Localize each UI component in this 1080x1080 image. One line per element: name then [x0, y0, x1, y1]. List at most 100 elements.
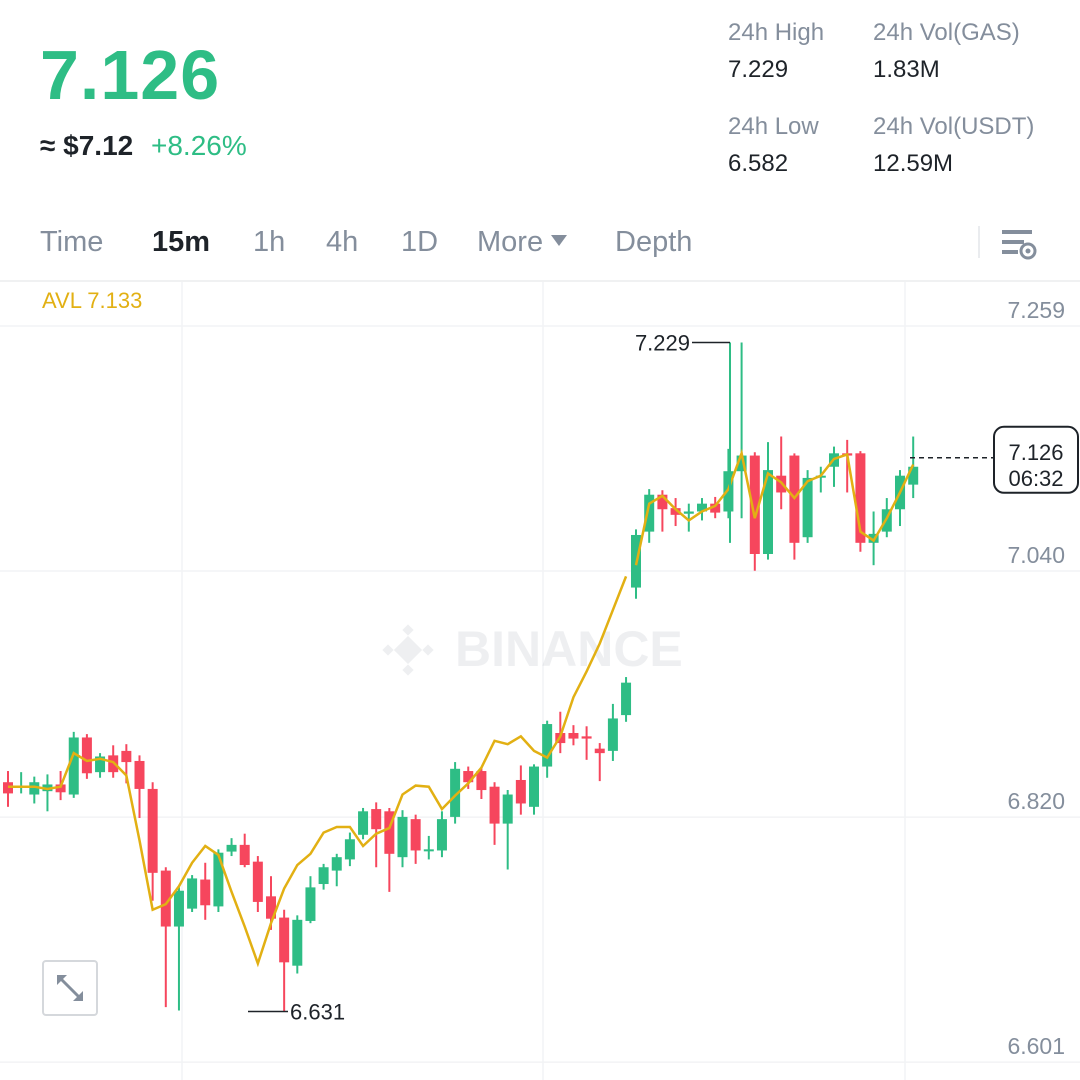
- candle-body: [55, 784, 66, 793]
- tab-4h[interactable]: 4h: [326, 226, 359, 258]
- candle: [226, 838, 237, 857]
- candle-body: [239, 844, 250, 866]
- candle-body: [423, 849, 434, 852]
- tabs-separator: [978, 226, 980, 258]
- watermark-text: BINANCE: [455, 621, 683, 677]
- y-tick-label: 7.040: [1007, 542, 1065, 568]
- candle-body: [736, 455, 747, 472]
- candle: [502, 790, 513, 870]
- last-price: 7.126: [40, 36, 221, 114]
- tab-1d[interactable]: 1D: [401, 226, 439, 258]
- candle-body: [305, 887, 316, 921]
- candle: [568, 725, 579, 746]
- candle: [16, 772, 27, 794]
- candle-body: [670, 508, 681, 515]
- candle-body: [683, 511, 694, 514]
- y-tick-label: 7.259: [1007, 297, 1065, 323]
- candle-body: [331, 857, 342, 871]
- candle-body: [723, 471, 734, 512]
- stat-value: 7.229: [728, 56, 789, 83]
- candle: [358, 807, 369, 840]
- stat-label: 24h High: [728, 19, 825, 46]
- stat-label: 24h Vol(GAS): [873, 19, 1020, 46]
- candle: [789, 453, 800, 560]
- candle-body: [397, 816, 408, 858]
- low-marker-label: 6.631: [290, 1000, 345, 1025]
- candle: [542, 720, 553, 778]
- candle: [670, 498, 681, 527]
- candle-body: [173, 890, 184, 927]
- candle-body: [855, 453, 866, 543]
- candle: [279, 909, 290, 1012]
- interval-tabs: Time 15m 1h 4h 1D More Depth: [0, 216, 1080, 272]
- candle-body: [450, 768, 461, 817]
- candle-body: [279, 917, 290, 963]
- candle: [331, 853, 342, 887]
- candle: [855, 451, 866, 552]
- candle-body: [581, 736, 592, 739]
- candle: [436, 811, 447, 858]
- tab-1h[interactable]: 1h: [253, 226, 286, 258]
- candle: [81, 734, 92, 779]
- candle: [763, 442, 773, 560]
- candle: [252, 856, 263, 912]
- candle-body: [568, 732, 579, 739]
- candle: [450, 762, 461, 824]
- avl-indicator-label: AVL 7.133: [42, 288, 143, 313]
- candle: [384, 807, 395, 892]
- candle: [173, 887, 184, 1011]
- candle: [213, 849, 224, 912]
- candle: [723, 448, 734, 519]
- candle-body: [147, 788, 158, 873]
- candle-body: [594, 748, 605, 754]
- fullscreen-button[interactable]: [42, 960, 98, 1016]
- candle: [200, 862, 211, 920]
- change-percent: +8.26%: [151, 130, 247, 161]
- candle-body: [121, 750, 132, 763]
- candle: [187, 875, 198, 912]
- candle: [697, 498, 707, 521]
- stat-label: 24h Vol(USDT): [873, 113, 1035, 140]
- candle: [3, 771, 13, 807]
- stat-24h-vol-quote: 24h Vol(USDT) 12.59M: [873, 112, 1034, 179]
- candle-body: [95, 756, 106, 773]
- candle-body: [200, 879, 211, 906]
- tab-depth[interactable]: Depth: [615, 226, 693, 258]
- candle: [134, 755, 145, 819]
- stat-24h-low: 24h Low 6.582: [728, 112, 819, 179]
- usd-price: ≈ $7.12: [40, 130, 134, 161]
- candle: [594, 743, 605, 782]
- candle: [829, 446, 839, 487]
- candle-body: [252, 861, 263, 902]
- candle: [710, 496, 721, 519]
- candle: [736, 342, 747, 519]
- candle-body: [529, 766, 539, 807]
- candle: [581, 726, 592, 760]
- stat-value: 6.582: [728, 150, 789, 177]
- candle-body: [463, 771, 474, 783]
- candle: [607, 703, 618, 761]
- chart-settings-icon[interactable]: [998, 224, 1038, 264]
- candle-body: [371, 809, 382, 830]
- candle-body: [749, 455, 760, 554]
- candle-body: [213, 852, 224, 907]
- tab-time[interactable]: Time: [40, 226, 104, 258]
- candle: [776, 436, 787, 510]
- tab-15m[interactable]: 15m: [152, 226, 211, 258]
- tab-more[interactable]: More: [477, 224, 568, 260]
- candle-body: [515, 779, 526, 804]
- candle: [749, 452, 760, 571]
- price-subline: ≈ $7.12 +8.26%: [40, 128, 247, 164]
- candle: [160, 867, 171, 1008]
- candle-body: [763, 470, 773, 554]
- candle: [397, 810, 408, 868]
- candle: [305, 876, 316, 924]
- candle: [95, 753, 106, 778]
- candle-body: [621, 682, 632, 716]
- candle-body: [318, 867, 329, 885]
- candle-body: [384, 811, 395, 854]
- avl-line: [634, 448, 915, 566]
- y-tick-label: 6.601: [1007, 1033, 1065, 1059]
- candle-body: [802, 477, 813, 538]
